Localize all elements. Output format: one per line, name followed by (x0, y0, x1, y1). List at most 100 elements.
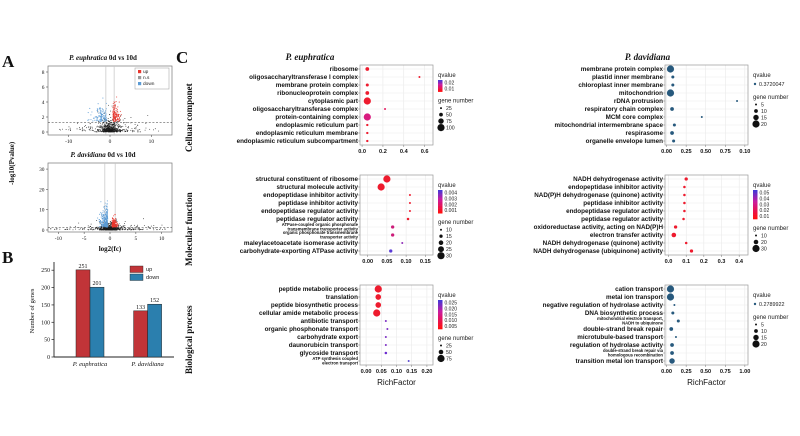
svg-text:0.4: 0.4 (735, 259, 744, 265)
svg-text:0.25: 0.25 (681, 369, 692, 375)
svg-text:0.00: 0.00 (362, 259, 373, 265)
svg-text:20: 20 (761, 342, 767, 348)
svg-text:0.001: 0.001 (445, 208, 458, 214)
svg-text:protein-containing complex: protein-containing complex (275, 114, 358, 121)
svg-text:membrane protein complex: membrane protein complex (276, 82, 359, 89)
svg-text:transition metal ion transport: transition metal ion transport (576, 358, 664, 365)
svg-text:0.50: 0.50 (700, 369, 711, 375)
svg-text:0.2: 0.2 (379, 149, 387, 155)
svg-text:10: 10 (761, 329, 767, 335)
svg-text:15: 15 (446, 234, 452, 240)
svg-text:0.00: 0.00 (661, 149, 672, 155)
svg-text:electron transfer activity: electron transfer activity (590, 232, 664, 239)
svg-text:cytoplasmic part: cytoplasmic part (308, 98, 359, 105)
svg-text:2: 2 (42, 115, 45, 121)
svg-text:0.75: 0.75 (720, 149, 731, 155)
svg-text:100: 100 (446, 126, 455, 132)
svg-text:0: 0 (47, 355, 50, 361)
svg-text:up: up (146, 267, 152, 273)
svg-text:0.2789922: 0.2789922 (759, 302, 784, 308)
svg-text:double-strand break repair via: double-strand break repair via homologous… (603, 348, 664, 357)
svg-text:0.00: 0.00 (661, 369, 672, 375)
dotplot-davidiana-molecular-function: NADH dehydrogenase activityendopeptidase… (533, 174, 788, 265)
svg-text:0.4: 0.4 (400, 149, 409, 155)
svg-text:5: 5 (134, 236, 137, 242)
svg-text:peptidase regulator activity: peptidase regulator activity (581, 216, 663, 223)
svg-text:0.15: 0.15 (406, 369, 417, 375)
svg-text:oligosaccharyltransferase I co: oligosaccharyltransferase I complex (249, 74, 358, 81)
svg-text:P. euphratica: P. euphratica (72, 361, 108, 368)
svg-text:0.005: 0.005 (445, 324, 458, 330)
svg-text:translation: translation (326, 294, 358, 301)
svg-text:-10: -10 (65, 139, 72, 145)
svg-text:qvalue: qvalue (438, 73, 456, 79)
panel-b-label: B (2, 248, 14, 267)
svg-text:0.1: 0.1 (682, 259, 690, 265)
svg-text:mitochondrial electron transpo: mitochondrial electron transport, NADH to… (597, 316, 664, 325)
svg-text:0.10: 0.10 (391, 369, 402, 375)
svg-text:endoplasmic reticulum membrane: endoplasmic reticulum membrane (256, 130, 359, 137)
svg-text:organic phosphonate transmembr: organic phosphonate transmembrane transpo… (283, 230, 359, 239)
svg-text:respiratory chain complex: respiratory chain complex (585, 106, 664, 113)
svg-text:peptidase regulator activity: peptidase regulator activity (276, 216, 358, 223)
svg-text:cellular amide metabolic proce: cellular amide metabolic process (259, 310, 359, 317)
svg-text:250: 250 (41, 268, 50, 274)
panel-c-label: C (176, 48, 189, 67)
svg-text:25: 25 (446, 106, 452, 112)
svg-text:10: 10 (149, 139, 155, 145)
column-title-davidiana: P. davidiana (624, 52, 671, 62)
column-title-euphratica: P. euphratica (285, 52, 335, 62)
svg-text:30: 30 (39, 167, 45, 173)
svg-text:0.04: 0.04 (760, 197, 770, 203)
svg-text:ATPase-coupled organic phospho: ATPase-coupled organic phosphonate transm… (282, 222, 359, 231)
svg-text:10: 10 (761, 109, 767, 115)
svg-text:-5: -5 (82, 236, 87, 242)
svg-text:0.03: 0.03 (760, 202, 770, 208)
svg-text:133: 133 (136, 305, 145, 311)
svg-text:qvalue: qvalue (753, 293, 771, 299)
svg-text:endopeptidase regulator activi: endopeptidase regulator activity (261, 208, 358, 215)
svg-text:daunorubicin transport: daunorubicin transport (289, 342, 359, 349)
svg-text:0.02: 0.02 (760, 208, 770, 214)
svg-text:NADH dehydrogenase (ubiquinone: NADH dehydrogenase (ubiquinone) activity (533, 248, 663, 255)
svg-text:5: 5 (761, 323, 764, 329)
svg-text:0.015: 0.015 (445, 312, 458, 318)
svg-text:down: down (146, 275, 159, 281)
svg-text:metal ion transport: metal ion transport (606, 294, 664, 301)
svg-text:75: 75 (446, 119, 452, 125)
svg-text:oxidoreductase activity, actin: oxidoreductase activity, acting on NAD(P… (534, 224, 664, 231)
svg-text:mitochondrial intermembrane sp: mitochondrial intermembrane space (555, 122, 664, 129)
svg-text:25: 25 (446, 344, 452, 350)
svg-text:0.05: 0.05 (376, 369, 387, 375)
svg-text:chloroplast inner membrane: chloroplast inner membrane (578, 82, 663, 89)
svg-text:qvalue: qvalue (753, 73, 771, 79)
svg-text:10: 10 (39, 208, 45, 214)
svg-text:0.002: 0.002 (445, 202, 458, 208)
svg-text:endopeptidase inhibitor activi: endopeptidase inhibitor activity (568, 184, 663, 191)
dotplot-euphratica-biological-process: peptide metabolic processtranslationpept… (259, 284, 473, 387)
svg-text:peptide biosynthetic process: peptide biosynthetic process (271, 302, 359, 309)
svg-text:regulation of hydrolase activi: regulation of hydrolase activity (570, 342, 664, 349)
svg-text:oligosaccharyltransferase comp: oligosaccharyltransferase complex (253, 106, 359, 113)
svg-text:NADH dehydrogenase (quinone) a: NADH dehydrogenase (quinone) activity (543, 240, 664, 247)
svg-text:20: 20 (39, 187, 45, 193)
svg-text:ribonucleoprotein complex: ribonucleoprotein complex (277, 90, 358, 97)
svg-text:0.15: 0.15 (420, 259, 431, 265)
svg-text:carbohydrate export: carbohydrate export (297, 334, 359, 341)
svg-text:mitochondrion: mitochondrion (619, 90, 663, 97)
panel-a-label: A (2, 52, 15, 71)
svg-text:251: 251 (79, 264, 88, 270)
svg-text:100: 100 (41, 320, 50, 326)
svg-text:up: up (143, 70, 149, 75)
svg-text:0.0: 0.0 (665, 259, 673, 265)
dotplot-euphratica-molecular-function: structural constituent of ribosomestruct… (240, 174, 473, 265)
volcano-y-axis-label: -log10(Pvalue) (8, 141, 16, 185)
svg-text:rDNA protrusion: rDNA protrusion (614, 98, 663, 105)
svg-text:50: 50 (446, 113, 452, 119)
svg-text:endoplasmic reticulum subcompa: endoplasmic reticulum subcompartment (237, 138, 359, 145)
svg-text:0.75: 0.75 (720, 369, 731, 375)
